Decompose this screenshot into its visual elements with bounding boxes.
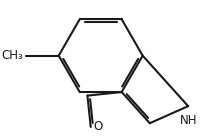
Text: CH₃: CH₃ [2, 49, 23, 62]
Text: O: O [93, 120, 103, 133]
Text: NH: NH [179, 114, 197, 127]
